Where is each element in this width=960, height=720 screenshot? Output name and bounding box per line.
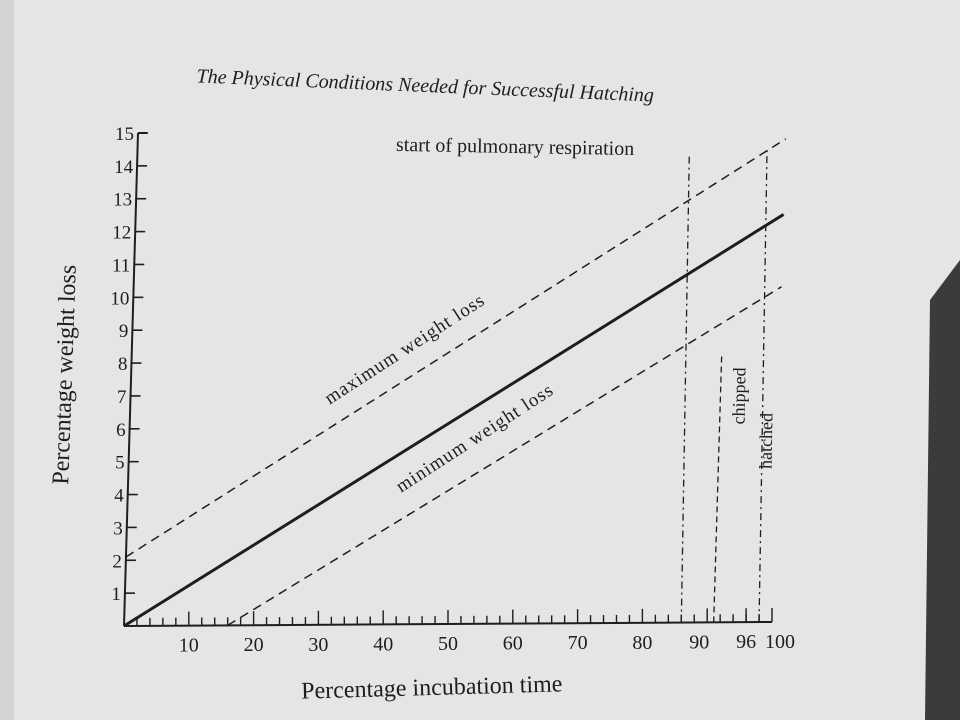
x-tick-label-40: 40	[373, 633, 393, 655]
x-tick-label-70: 70	[568, 632, 588, 654]
series-lines	[123, 138, 787, 628]
y-tick-label-9: 9	[119, 321, 129, 342]
marker-line-hatched	[758, 149, 768, 623]
series-line-average-weight-loss	[123, 213, 785, 628]
y-tick-label-7: 7	[117, 387, 127, 408]
x-tick-label-90: 90	[689, 631, 709, 653]
y-tick-label-5: 5	[115, 453, 125, 474]
x-tick-label-30: 30	[308, 634, 328, 656]
y-tick-label-12: 12	[112, 223, 131, 244]
marker-line-chipped	[713, 354, 723, 623]
annotation-chipped: chipped	[729, 367, 750, 424]
vertical-markers	[680, 149, 768, 623]
y-tick-label-3: 3	[113, 518, 123, 539]
x-tick-label-10: 10	[179, 635, 199, 657]
y-axis-line	[123, 132, 139, 627]
annotation-pulmonary-respiration: start of pulmonary respiration	[396, 134, 635, 160]
y-tick-label-6: 6	[116, 420, 126, 441]
y-tick-label-2: 2	[112, 551, 122, 572]
x-axis-ticks: 10 20 30 40 50 60 70 80 90 96 100	[136, 608, 795, 657]
x-tick-label-60: 60	[503, 633, 523, 655]
y-tick-label-14: 14	[114, 157, 134, 178]
y-tick-label-4: 4	[114, 486, 124, 507]
y-tick-label-11: 11	[112, 255, 130, 276]
paper-shadow-strip	[0, 0, 14, 720]
y-tick-label-1: 1	[111, 584, 121, 605]
x-tick-label-96: 96	[736, 631, 756, 653]
y-tick-label-10: 10	[110, 288, 129, 309]
y-tick-label-13: 13	[113, 190, 132, 211]
y-tick-label-15: 15	[115, 124, 134, 145]
annotation-hatched: hatched	[756, 413, 777, 469]
series-line-maximum-weight-loss	[125, 138, 787, 558]
x-tick-label-20: 20	[244, 634, 264, 656]
x-tick-label-50: 50	[438, 633, 458, 655]
x-tick-label-80: 80	[632, 632, 652, 654]
y-tick-label-8: 8	[118, 354, 128, 375]
series-line-minimum-weight-loss	[227, 286, 782, 626]
marker-line-start-of-pulmonary-respiration	[680, 154, 690, 623]
x-tick-label-100: 100	[765, 631, 795, 653]
